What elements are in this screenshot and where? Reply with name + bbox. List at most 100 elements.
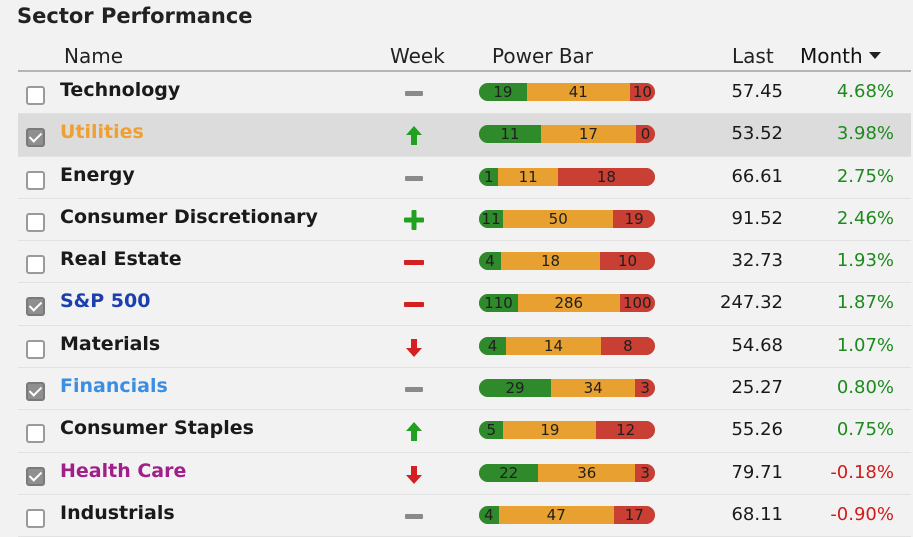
sector-name[interactable]: Technology	[60, 79, 181, 101]
power-bar: 11 17 0	[479, 125, 655, 144]
sector-name[interactable]: Energy	[60, 163, 135, 186]
table-row[interactable]: Materials 4 14 8 54.68 1.07%	[18, 326, 911, 369]
power-bar-bearish: 18	[557, 167, 655, 186]
month-change: 0.80%	[836, 377, 894, 399]
month-change: 0.75%	[836, 419, 894, 441]
table-row[interactable]: Financials 29 34 3 25.27 0.80%	[18, 368, 911, 411]
flat-dash-icon	[402, 81, 426, 105]
sector-name[interactable]: Utilities	[60, 121, 144, 144]
power-bar-bearish: 10	[629, 83, 655, 101]
last-price: 66.61	[731, 165, 783, 187]
table-row[interactable]: Utilities 11 17 0 53.52 3.98%	[18, 114, 911, 157]
table-row[interactable]: Technology 19 41 10 57.45 4.68%	[18, 72, 911, 115]
row-checkbox[interactable]	[26, 170, 45, 190]
arrow-up-icon	[402, 419, 426, 443]
column-header-week[interactable]: Week	[390, 44, 445, 68]
power-bar-neutral: 41	[526, 83, 630, 101]
table-row[interactable]: S&P 500 110 286 100 247.32 1.87%	[18, 283, 911, 326]
last-price: 91.52	[731, 207, 783, 229]
month-change: 1.87%	[836, 292, 894, 314]
flat-dash-icon	[402, 504, 426, 528]
table-row[interactable]: Consumer Discretionary 11 50 19 91.52 2.46%	[18, 199, 911, 242]
table-row[interactable]: Real Estate 4 18 10 32.73 1.93%	[18, 241, 911, 284]
last-price: 32.73	[731, 250, 783, 272]
power-bar-neutral: 34	[550, 379, 636, 398]
last-price: 57.45	[731, 81, 783, 102]
sector-name[interactable]: Industrials	[60, 501, 175, 524]
minus-icon	[402, 292, 426, 316]
power-bar-bearish: 3	[635, 463, 655, 482]
panel-title: Sector Performance	[17, 4, 253, 28]
sector-name[interactable]: Consumer Staples	[60, 417, 254, 440]
power-bar-neutral: 50	[503, 209, 614, 228]
power-bar-neutral: 11	[498, 167, 558, 186]
power-bar-bearish: 10	[600, 252, 655, 271]
row-checkbox[interactable]	[26, 297, 45, 317]
row-checkbox[interactable]	[26, 255, 45, 275]
row-checkbox[interactable]	[26, 128, 45, 148]
column-header-name[interactable]: Name	[64, 44, 124, 68]
power-bar: 5 19 12	[479, 421, 655, 440]
sector-name[interactable]: Financials	[60, 375, 168, 398]
power-bar-neutral: 14	[506, 336, 601, 355]
power-bar-bearish: 100	[619, 294, 655, 313]
table-header: Name Week Power Bar Last Month	[18, 44, 911, 72]
sort-caret-icon	[868, 52, 881, 59]
row-checkbox[interactable]	[26, 424, 45, 444]
month-change: -0.18%	[830, 461, 894, 483]
sector-name[interactable]: S&P 500	[60, 290, 151, 313]
sector-name[interactable]: Materials	[60, 332, 161, 355]
minus-icon	[402, 250, 426, 274]
last-price: 79.71	[731, 461, 783, 483]
month-change: 4.68%	[836, 81, 894, 102]
power-bar: 1 11 18	[479, 167, 655, 186]
power-bar-bearish: 8	[600, 336, 655, 355]
power-bar-bullish: 1	[479, 167, 499, 186]
column-header-power-bar[interactable]: Power Bar	[492, 44, 594, 68]
last-price: 53.52	[731, 123, 783, 145]
column-header-last[interactable]: Last	[732, 44, 774, 68]
power-bar-bullish: 22	[479, 463, 539, 482]
row-checkbox[interactable]	[26, 382, 45, 402]
power-bar: 110 286 100	[479, 294, 655, 313]
month-change: 2.46%	[836, 207, 894, 229]
power-bar-bullish: 19	[479, 83, 527, 101]
table-row[interactable]: Industrials 4 47 17 68.11 -0.90%	[18, 495, 911, 537]
power-bar-bullish: 4	[479, 252, 501, 271]
power-bar-neutral: 286	[518, 294, 620, 313]
sector-name[interactable]: Health Care	[60, 459, 187, 482]
power-bar-bullish: 110	[479, 294, 519, 313]
table-row[interactable]: Consumer Staples 5 19 12 55.26 0.75%	[18, 410, 911, 453]
sector-name[interactable]: Consumer Discretionary	[60, 205, 318, 228]
sector-name[interactable]: Real Estate	[60, 248, 182, 271]
power-bar: 19 41 10	[479, 83, 655, 101]
last-price: 247.32	[720, 292, 783, 314]
power-bar-bearish: 17	[613, 505, 655, 524]
column-header-month-label: Month	[800, 44, 863, 68]
power-bar-bearish: 12	[596, 421, 655, 440]
power-bar-bullish: 4	[479, 505, 499, 524]
row-checkbox[interactable]	[26, 339, 45, 359]
month-change: 2.75%	[836, 165, 894, 187]
power-bar-bullish: 5	[479, 421, 504, 440]
column-header-month[interactable]: Month	[800, 44, 881, 68]
power-bar-bullish: 11	[479, 125, 541, 144]
month-change: -0.90%	[830, 503, 894, 525]
power-bar-bullish: 29	[479, 379, 551, 398]
table-row[interactable]: Energy 1 11 18 66.61 2.75%	[18, 157, 911, 199]
month-change: 1.93%	[836, 250, 894, 272]
power-bar-neutral: 47	[498, 505, 614, 524]
row-checkbox[interactable]	[26, 466, 45, 486]
plus-icon	[402, 208, 426, 232]
row-checkbox[interactable]	[26, 508, 45, 528]
power-bar: 4 14 8	[479, 336, 655, 355]
power-bar-bullish: 11	[479, 209, 504, 228]
row-checkbox[interactable]	[26, 212, 45, 232]
month-change: 1.07%	[836, 334, 894, 356]
power-bar: 22 36 3	[479, 463, 655, 482]
table-row[interactable]: Health Care 22 36 3 79.71 -0.18%	[18, 453, 911, 495]
last-price: 55.26	[731, 419, 783, 441]
power-bar: 29 34 3	[479, 379, 655, 398]
row-checkbox[interactable]	[26, 86, 45, 105]
arrow-up-icon	[402, 123, 426, 147]
